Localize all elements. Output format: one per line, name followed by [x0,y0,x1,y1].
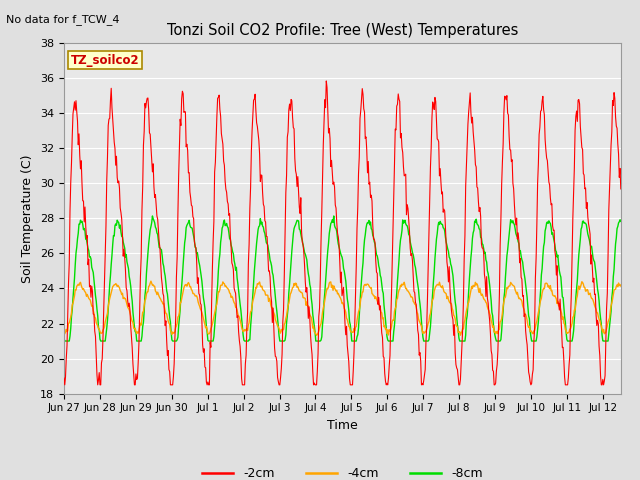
Line: -4cm: -4cm [64,281,621,336]
-8cm [63,338,71,344]
-4cm [617,283,625,289]
-2cm [319,142,327,147]
-2cm [63,343,71,349]
-8cm [475,223,483,229]
-4cm [475,287,483,293]
-8cm [139,324,147,330]
-2cm [61,382,68,388]
-8cm [330,213,338,219]
-8cm [319,314,327,320]
-8cm [298,238,306,243]
-8cm [60,336,68,341]
Y-axis label: Soil Temperature (C): Soil Temperature (C) [22,154,35,283]
-4cm [313,333,321,338]
-8cm [61,338,69,344]
-4cm [63,326,70,332]
-2cm [323,78,330,84]
-2cm [617,186,625,192]
-2cm [298,240,306,245]
Legend: -2cm, -4cm, -8cm: -2cm, -4cm, -8cm [197,462,488,480]
-8cm [617,218,625,224]
-2cm [139,184,147,190]
-8cm [461,338,468,344]
-4cm [147,278,155,284]
Text: No data for f_TCW_4: No data for f_TCW_4 [6,14,120,25]
Title: Tonzi Soil CO2 Profile: Tree (West) Temperatures: Tonzi Soil CO2 Profile: Tree (West) Temp… [166,23,518,38]
Line: -2cm: -2cm [64,81,621,385]
-4cm [60,332,68,338]
-2cm [475,199,483,204]
-4cm [461,317,468,323]
-4cm [298,290,306,296]
Text: TZ_soilco2: TZ_soilco2 [70,54,140,67]
Line: -8cm: -8cm [64,216,621,341]
-2cm [60,375,68,381]
X-axis label: Time: Time [327,419,358,432]
-2cm [461,233,468,239]
-4cm [320,302,328,308]
-4cm [138,315,146,321]
